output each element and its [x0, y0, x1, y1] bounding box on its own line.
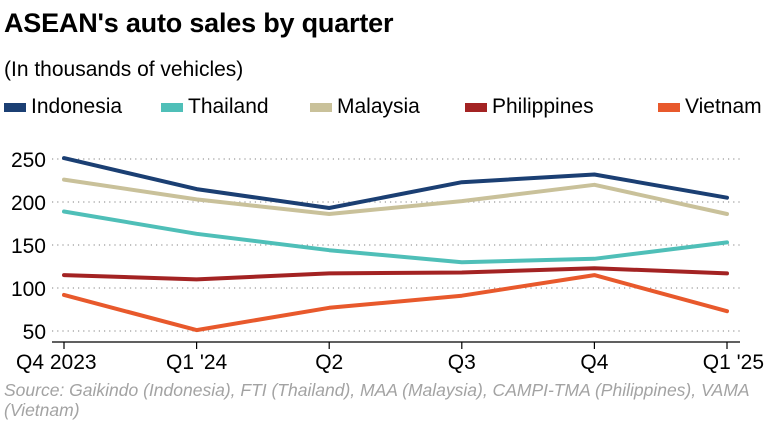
x-tick-label: Q1 '24 — [166, 351, 228, 374]
x-tick-label: Q3 — [448, 351, 476, 374]
grid-lines — [52, 158, 740, 332]
legend-label: Thailand — [188, 95, 269, 118]
legend-item-indonesia: Indonesia — [4, 95, 122, 119]
y-tick-label: 150 — [11, 235, 46, 258]
y-tick-label: 50 — [23, 321, 46, 344]
series-line-thailand — [62, 209, 729, 265]
x-tick-label: Q4 — [580, 351, 608, 374]
legend-label: Philippines — [492, 95, 594, 118]
series-line-philippines — [62, 266, 729, 282]
legend-swatch — [310, 102, 332, 112]
legend-swatch — [4, 102, 26, 112]
source-note: Source: Gaikindo (Indonesia), FTI (Thail… — [4, 380, 749, 420]
y-tick-label: 250 — [11, 149, 46, 172]
chart-title: ASEAN's auto sales by quarter — [4, 8, 394, 38]
legend-item-vietnam: Vietnam — [658, 95, 762, 119]
legend-swatch — [161, 102, 183, 112]
legend-item-thailand: Thailand — [161, 95, 269, 119]
legend: Indonesia Thailand Malaysia Philippines Viet… — [4, 95, 769, 121]
y-tick-label: 200 — [11, 192, 46, 215]
series-line-vietnam — [62, 273, 729, 333]
legend-swatch — [465, 102, 487, 112]
legend-item-philippines: Philippines — [465, 95, 594, 119]
legend-label: Vietnam — [685, 95, 762, 118]
y-tick-label: 100 — [11, 278, 46, 301]
x-axis-ticks: Q4 2023 Q1 '24 Q2 Q3 Q4 Q1 '25 — [16, 342, 764, 374]
series-lines — [62, 156, 729, 333]
legend-label: Indonesia — [31, 95, 123, 118]
legend-swatch — [658, 102, 680, 112]
chart-subtitle: (In thousands of vehicles) — [4, 58, 244, 81]
y-axis-ticks: 50 100 150 200 250 — [11, 149, 46, 344]
x-tick-label: Q1 '25 — [703, 351, 764, 374]
x-tick-label: Q2 — [315, 351, 343, 374]
x-tick-label: Q4 2023 — [16, 351, 97, 374]
legend-item-malaysia: Malaysia — [310, 95, 420, 119]
legend-label: Malaysia — [337, 95, 420, 118]
series-line-indonesia — [62, 156, 729, 210]
series-line-malaysia — [62, 177, 729, 216]
